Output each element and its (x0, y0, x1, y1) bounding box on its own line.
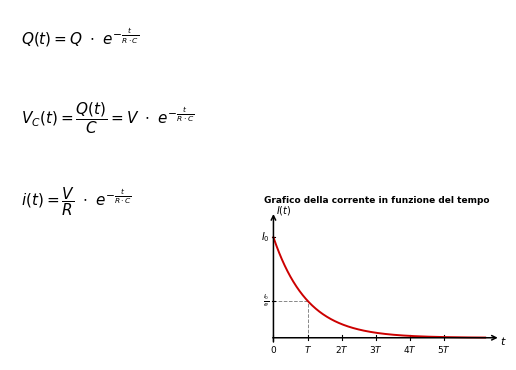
Text: $2T$: $2T$ (335, 344, 349, 355)
Text: $Q(t) = Q\ \cdot\ e^{-\frac{t}{R \cdot C}}$: $Q(t) = Q\ \cdot\ e^{-\frac{t}{R \cdot C… (21, 26, 139, 49)
Text: $4T$: $4T$ (403, 344, 417, 355)
Text: $I_0$: $I_0$ (261, 231, 270, 244)
Text: $T$: $T$ (303, 344, 312, 355)
Text: $I(t)$: $I(t)$ (276, 204, 292, 217)
Text: $5T$: $5T$ (437, 344, 451, 355)
Text: $3T$: $3T$ (369, 344, 383, 355)
Text: $i(t) = \dfrac{V}{R}\ \cdot\ e^{-\frac{t}{R \cdot C}}$: $i(t) = \dfrac{V}{R}\ \cdot\ e^{-\frac{t… (21, 185, 132, 218)
Text: $0$: $0$ (270, 344, 277, 355)
Text: Grafico della corrente in funzione del tempo: Grafico della corrente in funzione del t… (264, 196, 489, 205)
Text: $\frac{I_0}{e}$: $\frac{I_0}{e}$ (263, 293, 270, 309)
Text: $V_C(t) = \dfrac{Q(t)}{C} = V\ \cdot\ e^{-\frac{t}{R \cdot C}}$: $V_C(t) = \dfrac{Q(t)}{C} = V\ \cdot\ e^… (21, 100, 194, 136)
Text: $t$: $t$ (499, 335, 506, 347)
